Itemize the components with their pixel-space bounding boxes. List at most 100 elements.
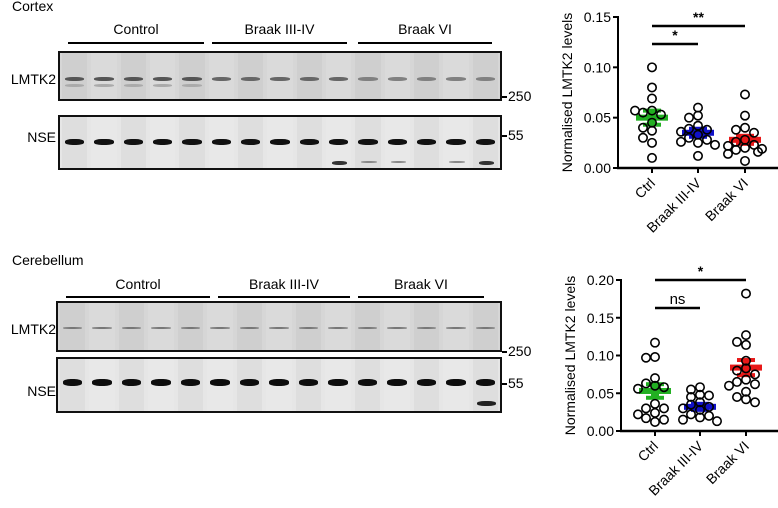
- blot-lane: [207, 303, 233, 350]
- data-point: [739, 142, 750, 153]
- series-braak-vi: [722, 89, 767, 166]
- cortex-group-line-control: [68, 42, 204, 44]
- y-tick-label: 0.15: [584, 9, 611, 25]
- data-point: [740, 386, 751, 397]
- y-axis-label: Normalised LMTK2 levels: [562, 276, 578, 436]
- data-point: [658, 382, 669, 393]
- sem-cap-bottom: [691, 407, 709, 412]
- data-point: [723, 380, 734, 391]
- cortex-nse-label: NSE: [27, 129, 56, 145]
- protein-band: [211, 139, 231, 145]
- cortex-group-label-braak34: Braak III-IV: [244, 21, 315, 37]
- cortex-lmtk2-mw-marker: 250: [508, 88, 532, 104]
- data-point: [692, 110, 703, 121]
- data-point: [740, 339, 751, 350]
- protein-band: [329, 139, 349, 145]
- blot-lane: [384, 53, 410, 99]
- data-point: [632, 409, 643, 420]
- data-point: [677, 414, 688, 425]
- blot-lane: [266, 303, 292, 350]
- protein-band: [182, 77, 202, 81]
- data-point: [731, 336, 742, 347]
- protein-band: [153, 77, 173, 81]
- data-point: [740, 355, 751, 366]
- cerebellum-nse-mw-marker: 55: [508, 375, 524, 391]
- protein-band: [358, 139, 378, 145]
- protein-band: [387, 327, 407, 329]
- protein-band: [180, 327, 201, 329]
- protein-band: [361, 161, 377, 163]
- blot-lane: [148, 303, 174, 350]
- protein-band: [241, 139, 261, 145]
- protein-band: [121, 379, 142, 386]
- cerebellum-lmtk2-label: LMTK2: [10, 321, 56, 337]
- data-point: [709, 139, 720, 150]
- protein-band: [151, 327, 171, 329]
- sem-cap-top: [691, 401, 709, 406]
- protein-band: [123, 77, 143, 81]
- protein-band: [65, 139, 85, 145]
- data-point: [703, 390, 714, 401]
- y-tick-label: 0.05: [584, 110, 611, 126]
- protein-band: [390, 161, 406, 163]
- cortex-nse-mw-tick: [502, 135, 507, 137]
- data-point: [739, 122, 750, 133]
- protein-band: [417, 139, 437, 145]
- data-point: [675, 136, 686, 147]
- data-point: [649, 398, 660, 409]
- protein-band: [269, 379, 289, 386]
- data-point: [730, 144, 741, 155]
- protein-band: [239, 327, 260, 329]
- blot-lane: [443, 53, 469, 99]
- protein-band: [63, 327, 83, 329]
- protein-band: [446, 379, 466, 386]
- blot-lane: [150, 53, 176, 99]
- cerebellum-nse-blot: [56, 357, 502, 413]
- protein-band: [182, 139, 202, 145]
- mean-bar: [730, 364, 762, 371]
- blot-lane: [443, 303, 469, 350]
- mean-bar: [639, 387, 671, 394]
- data-point: [739, 89, 750, 100]
- blot-lane: [325, 303, 351, 350]
- data-point: [685, 399, 696, 410]
- protein-band: [63, 379, 83, 386]
- blot-lane: [208, 53, 234, 99]
- protein-band: [478, 161, 494, 165]
- series-ctrl: [629, 62, 668, 163]
- data-point: [740, 374, 751, 385]
- protein-band: [475, 327, 495, 329]
- cerebellum-lmtk2-mw-tick: [502, 351, 507, 353]
- data-point: [683, 132, 694, 143]
- protein-band: [449, 161, 465, 163]
- data-point: [646, 93, 657, 104]
- data-point: [685, 409, 696, 420]
- y-tick-label: 0.00: [584, 160, 611, 176]
- data-point: [692, 150, 703, 161]
- y-tick-label: 0.15: [587, 310, 614, 326]
- protein-band: [270, 139, 290, 145]
- protein-band: [94, 139, 114, 145]
- data-point: [740, 288, 751, 299]
- data-point: [701, 124, 712, 135]
- cortex-lmtk2-mw-tick: [502, 96, 507, 98]
- cerebellum-nse-mw-tick: [502, 383, 507, 385]
- cerebellum-group-label-braak6: Braak VI: [394, 276, 448, 292]
- significance-label: **: [693, 9, 704, 25]
- sem-cap-top: [643, 108, 661, 113]
- cerebellum-group-line-braak6: [358, 296, 484, 298]
- data-point: [692, 137, 703, 148]
- significance-label: ns: [670, 291, 686, 308]
- x-tick-label: Braak VI: [702, 175, 751, 224]
- data-point: [683, 112, 694, 123]
- series-braak-vi: [723, 288, 762, 408]
- data-point: [675, 126, 686, 137]
- cerebellum-nse-label: NSE: [27, 383, 56, 399]
- cerebellum-group-line-control: [66, 296, 210, 298]
- cerebellum-lmtk2-blot: [56, 301, 502, 352]
- protein-band: [123, 139, 143, 145]
- protein-band: [446, 139, 466, 145]
- protein-band: [182, 84, 202, 87]
- protein-band: [417, 77, 437, 81]
- data-point: [646, 125, 657, 136]
